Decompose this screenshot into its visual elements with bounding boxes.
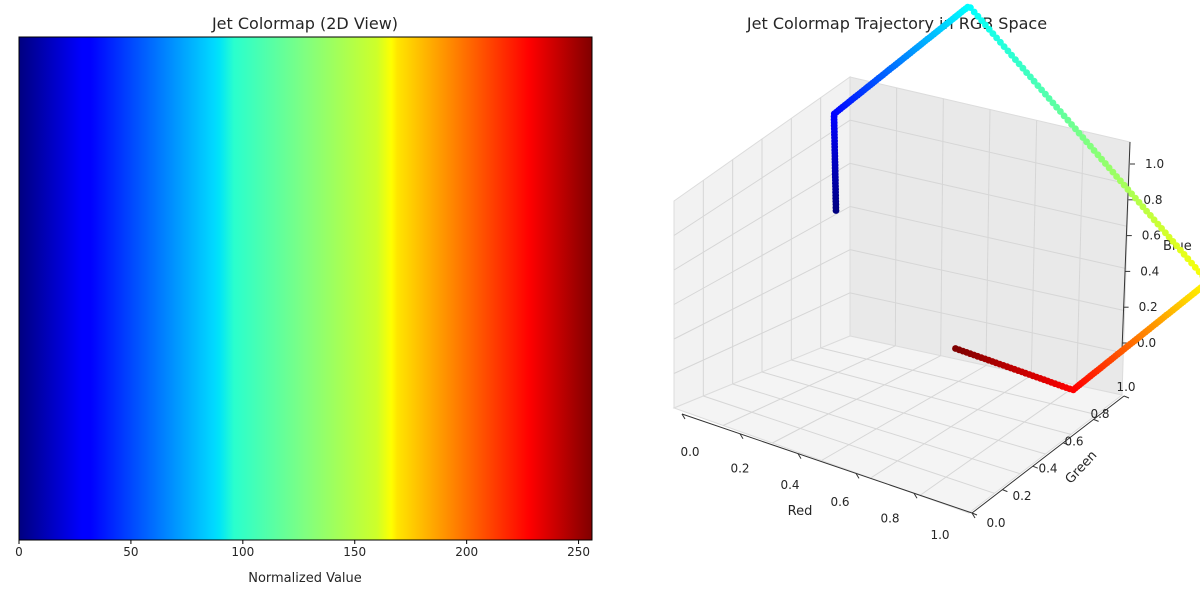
- green-tick-mark: [1123, 395, 1130, 399]
- x-tick-label: 100: [231, 545, 254, 559]
- blue-tick-label: 1.0: [1145, 157, 1164, 171]
- ticks-3d: 0.0 0.0 0.0 0.2 0.2 0.2 0.4 0.4 0.4 0.6 0.6 0.6 0.8 0…: [680, 157, 1164, 542]
- trajectory-point: [1158, 225, 1165, 232]
- red-tick-mark: [739, 433, 744, 440]
- trajectory-point: [1173, 242, 1180, 250]
- x-tick-label: 0: [15, 545, 23, 559]
- x-tick-label: 150: [343, 545, 366, 559]
- x-tick-label: 50: [123, 545, 138, 559]
- x-tick-label: 250: [567, 545, 590, 559]
- trajectory-point: [1195, 268, 1200, 276]
- trajectory-point: [1083, 138, 1090, 146]
- grid-line: [820, 347, 1097, 416]
- red-tick-mark: [681, 413, 686, 420]
- blue-tick-label: 0.0: [1137, 336, 1156, 350]
- trajectory-point: [1030, 77, 1038, 85]
- trajectory-point: [982, 21, 989, 29]
- trajectory-point: [967, 4, 974, 11]
- green-tick-mark: [1063, 442, 1069, 446]
- blue-tick-label: 0.6: [1142, 229, 1161, 243]
- red-tick-mark: [855, 473, 860, 479]
- grid-3d: [673, 87, 1129, 496]
- green-tick-label: 0.8: [1090, 407, 1109, 421]
- red-tick-label: 1.0: [930, 528, 949, 542]
- x-tick-label: 200: [455, 545, 478, 559]
- red-axis-label: Red: [788, 504, 813, 519]
- red-tick-label: 0.2: [730, 462, 749, 476]
- green-tick-label: 1.0: [1116, 380, 1135, 394]
- trajectory-point: [1184, 255, 1192, 263]
- red-tick-mark: [913, 492, 918, 499]
- green-tick-mark: [1032, 465, 1038, 469]
- trajectory-point: [1008, 51, 1015, 59]
- green-tick-label: 0.0: [986, 516, 1005, 530]
- green-tick-mark: [1002, 489, 1008, 493]
- green-tick-label: 0.6: [1064, 434, 1083, 448]
- green-tick-mark: [971, 512, 978, 516]
- rgb-trajectory-title: Jet Colormap Trajectory in RGB Space: [746, 14, 1047, 33]
- green-axis-label: Green: [1063, 448, 1101, 487]
- trajectory-point: [1120, 181, 1128, 189]
- green-axis-line: [971, 395, 1125, 514]
- blue-tick-label: 0.4: [1140, 264, 1159, 278]
- red-axis-line: [681, 413, 973, 514]
- grid-line: [1076, 131, 1084, 386]
- colormap-2d-title: Jet Colormap (2D View): [211, 14, 398, 33]
- blue-axis-line: [1121, 141, 1131, 351]
- red-tick-label: 0.0: [680, 445, 699, 459]
- green-tick-label: 0.4: [1038, 462, 1057, 476]
- colormap-2d-x-ticks: 0 50 100 150 200 250: [15, 540, 590, 559]
- colormap-2d-panel: Jet Colormap (2D View) 0 50 100 150 200 250 N…: [15, 14, 593, 586]
- blue-tick-label: 0.2: [1139, 300, 1158, 314]
- red-tick-mark: [971, 512, 976, 519]
- colormap-2d-xlabel: Normalized Value: [248, 571, 362, 586]
- red-tick-label: 0.4: [780, 478, 799, 492]
- trajectory-point: [1045, 95, 1053, 102]
- trajectory-point: [993, 34, 1000, 42]
- trajectory-series: [830, 3, 1200, 394]
- blue-tick-label: 0.8: [1143, 193, 1162, 207]
- colormap-gradient: [18, 36, 593, 541]
- red-tick-mark: [797, 453, 802, 459]
- trajectory-point: [952, 345, 959, 352]
- red-tick-label: 0.8: [880, 511, 899, 525]
- green-tick-mark: [1093, 418, 1099, 422]
- trajectory-point: [1135, 199, 1143, 206]
- red-tick-label: 0.6: [830, 495, 849, 509]
- rgb-trajectory-panel: Jet Colormap Trajectory in RGB Space 0.0…: [672, 3, 1200, 542]
- green-tick-label: 0.2: [1012, 489, 1031, 503]
